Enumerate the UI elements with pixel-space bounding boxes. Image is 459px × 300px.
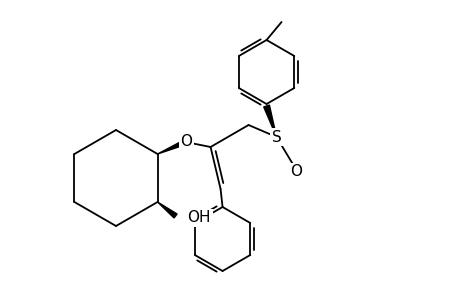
- Polygon shape: [157, 140, 186, 154]
- Text: O: O: [180, 134, 192, 148]
- Polygon shape: [157, 202, 177, 218]
- Text: OH: OH: [187, 211, 211, 226]
- Text: O: O: [290, 164, 302, 179]
- Text: S: S: [271, 130, 281, 145]
- Polygon shape: [263, 105, 276, 137]
